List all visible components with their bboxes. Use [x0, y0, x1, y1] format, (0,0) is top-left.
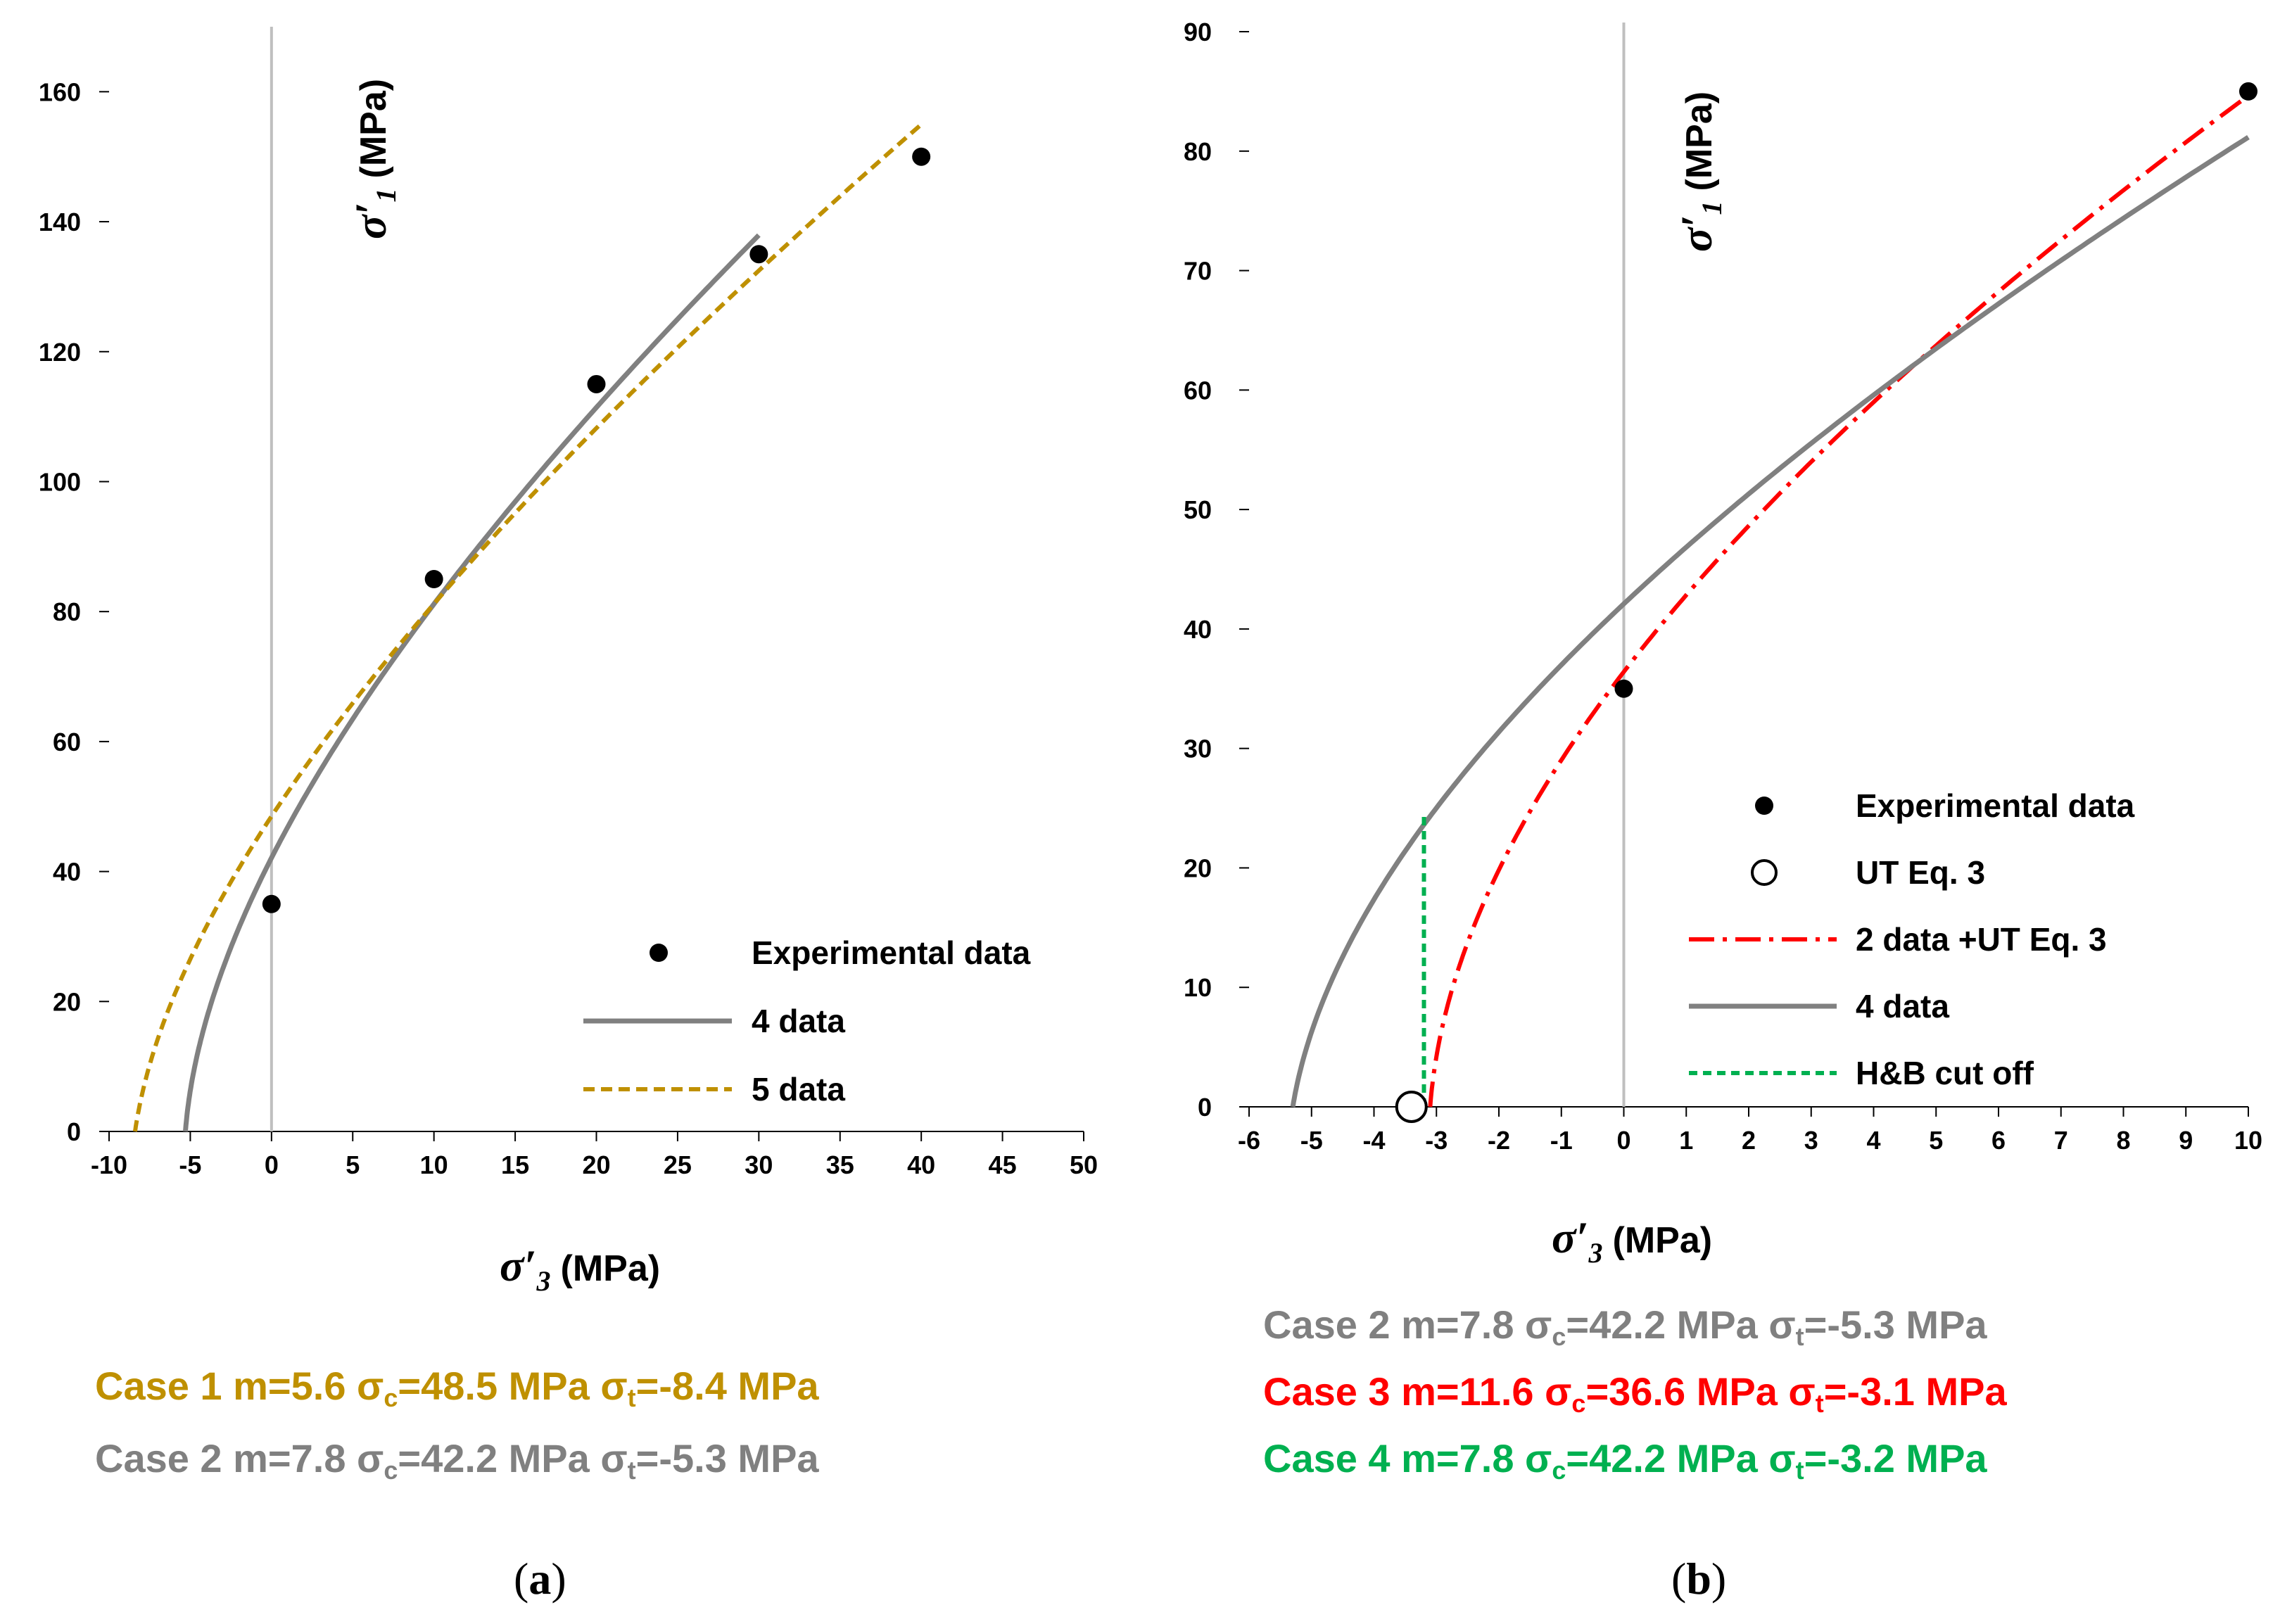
x-tick-label: -4: [1362, 1126, 1385, 1155]
case-annotation-a-2: Case 2 m=7.8 σc=42.2 MPa σt=-5.3 MPa: [95, 1436, 819, 1485]
y-axis-title: σ′1(MPa): [1671, 91, 1728, 252]
series-line-4-data: [183, 233, 761, 1133]
x-tick-label: 20: [582, 1150, 610, 1179]
y-tick-label: 0: [67, 1117, 81, 1146]
data-point-experimental: [2239, 82, 2257, 101]
x-tick-label: 3: [1804, 1126, 1818, 1155]
legend-label: 2 data +UT Eq. 3: [1856, 921, 2107, 958]
y-tick-label: 30: [1184, 735, 1212, 763]
y-tick-label: 80: [1184, 137, 1212, 166]
data-point-experimental: [749, 245, 768, 264]
legend-marker-ut-eq3: [1751, 859, 1778, 886]
x-tick-label: 30: [745, 1150, 773, 1179]
y-tick-label: 60: [1184, 376, 1212, 405]
y-tick-label: 90: [1184, 18, 1212, 46]
legend-label: 4 data: [752, 1003, 845, 1039]
x-tick-label: 40: [907, 1150, 935, 1179]
data-point-experimental: [424, 570, 443, 588]
y-tick-label: 50: [1184, 495, 1212, 524]
x-tick-label: -10: [91, 1150, 127, 1179]
y-tick-label: 160: [39, 77, 81, 106]
case-prefix: Case 1 m=5.6: [95, 1364, 357, 1408]
case-annotation-b-3: Case 4 m=7.8 σc=42.2 MPa σt=-3.2 MPa: [1263, 1436, 1987, 1485]
x-tick-label: -1: [1550, 1126, 1573, 1155]
x-tick-label: 10: [420, 1150, 448, 1179]
x-tick-label: 50: [1070, 1150, 1098, 1179]
y-axis-title: σ′1(MPa): [346, 79, 402, 239]
x-tick-label: 0: [265, 1150, 279, 1179]
y-tick-label: 80: [53, 597, 81, 626]
legend-label: H&B cut off: [1856, 1055, 2034, 1091]
x-tick-label: -5: [1300, 1126, 1323, 1155]
case-annotation-b-1: Case 2 m=7.8 σc=42.2 MPa σt=-5.3 MPa: [1263, 1302, 1987, 1351]
case-prefix: Case 2 m=7.8: [1263, 1302, 1526, 1347]
y-tick-label: 0: [1198, 1093, 1212, 1122]
y-tick-label: 120: [39, 338, 81, 367]
x-axis-title: σ′3 (MPa): [500, 1241, 660, 1297]
y-tick-label: 100: [39, 467, 81, 496]
y-tick-label: 70: [1184, 257, 1212, 286]
y-tick-label: 20: [1184, 854, 1212, 882]
panel-label-b: (b): [1671, 1554, 1727, 1604]
x-tick-label: -2: [1488, 1126, 1510, 1155]
chart-panel-a: -10 -5 0 5 10 15 20 25 30 35 40 45 50 0 20 40 60 80 100 120…: [39, 27, 1098, 1297]
x-tick-label: 25: [664, 1150, 692, 1179]
legend-marker-experimental: [1755, 797, 1773, 815]
y-tick-label: 20: [53, 987, 81, 1016]
x-tick-label: 2: [1742, 1126, 1756, 1155]
x-tick-label: 15: [501, 1150, 529, 1179]
legend-label: Experimental data: [1856, 787, 2135, 824]
data-point-experimental: [587, 374, 606, 393]
data-point-experimental: [262, 894, 281, 913]
y-tick-label: 40: [1184, 615, 1212, 644]
data-point-experimental: [1614, 679, 1633, 698]
x-tick-label: 1: [1679, 1126, 1693, 1155]
y-tick-label: 40: [53, 858, 81, 887]
x-tick-label: -6: [1238, 1126, 1260, 1155]
x-tick-label: 0: [1616, 1126, 1630, 1155]
x-tick-label: 45: [989, 1150, 1017, 1179]
series-line-4-data: [1290, 135, 2250, 1109]
case-prefix: Case 3 m=11.6: [1263, 1369, 1545, 1414]
x-tick-label: 4: [1866, 1126, 1880, 1155]
y-tick-label: 60: [53, 728, 81, 756]
case-prefix: Case 2 m=7.8: [95, 1436, 357, 1480]
data-point-experimental: [912, 147, 931, 166]
legend-label: 4 data: [1856, 988, 1949, 1024]
series-line-5-data: [132, 122, 923, 1133]
data-point-ut-eq3: [1395, 1091, 1428, 1123]
case-annotation-b-2: Case 3 m=11.6 σc=36.6 MPa σt=-3.1 MPa: [1263, 1369, 2007, 1418]
y-tick-label: 140: [39, 208, 81, 236]
x-tick-label: 35: [826, 1150, 854, 1179]
x-tick-label: 6: [1991, 1126, 2006, 1155]
x-tick-label: 5: [1929, 1126, 1943, 1155]
x-tick-label: 8: [2116, 1126, 2130, 1155]
legend-label: UT Eq. 3: [1856, 854, 1985, 891]
x-axis-title: σ′3 (MPa): [1552, 1212, 1712, 1269]
x-tick-label: 7: [2054, 1126, 2068, 1155]
x-tick-label: 10: [2234, 1126, 2262, 1155]
case-prefix: Case 4 m=7.8: [1263, 1436, 1526, 1480]
chart-panel-b: -6 -5 -4 -3 -2 -1 0 1 2 3 4 5 6 7 8 9 10 0 10 20 30 40 50 60 70 8…: [1184, 18, 2262, 1269]
x-tick-label: 5: [346, 1150, 360, 1179]
x-tick-label: -5: [179, 1150, 201, 1179]
legend-marker-experimental: [650, 944, 668, 962]
panel-label-a: (a): [514, 1554, 566, 1604]
x-tick-label: 9: [2179, 1126, 2193, 1155]
x-tick-label: -3: [1425, 1126, 1448, 1155]
legend-label: Experimental data: [752, 934, 1031, 971]
case-annotation-a-1: Case 1 m=5.6 σc=48.5 MPa σt=-8.4 MPa: [95, 1364, 819, 1412]
y-tick-label: 10: [1184, 973, 1212, 1002]
legend-label: 5 data: [752, 1071, 845, 1108]
series-line-2-data-ut-eq-3: [1428, 94, 2250, 1108]
